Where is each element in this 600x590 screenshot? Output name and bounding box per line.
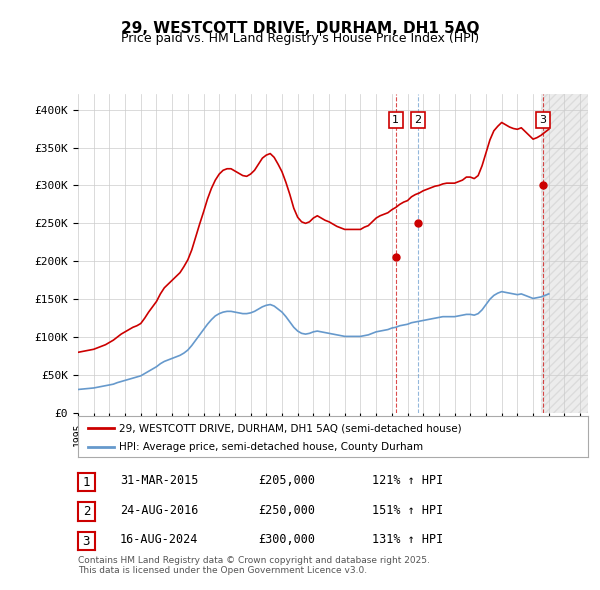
Text: 1: 1: [83, 476, 90, 489]
Text: 2: 2: [83, 505, 90, 518]
Text: 121% ↑ HPI: 121% ↑ HPI: [372, 474, 443, 487]
Text: £300,000: £300,000: [258, 533, 315, 546]
Text: Contains HM Land Registry data © Crown copyright and database right 2025.
This d: Contains HM Land Registry data © Crown c…: [78, 556, 430, 575]
Text: 3: 3: [83, 535, 90, 548]
Text: 31-MAR-2015: 31-MAR-2015: [120, 474, 199, 487]
Text: 131% ↑ HPI: 131% ↑ HPI: [372, 533, 443, 546]
Text: 2: 2: [414, 115, 421, 125]
Text: Price paid vs. HM Land Registry's House Price Index (HPI): Price paid vs. HM Land Registry's House …: [121, 32, 479, 45]
Text: £205,000: £205,000: [258, 474, 315, 487]
Text: 151% ↑ HPI: 151% ↑ HPI: [372, 504, 443, 517]
Text: 1: 1: [392, 115, 399, 125]
Text: £250,000: £250,000: [258, 504, 315, 517]
Text: 3: 3: [539, 115, 547, 125]
Text: 29, WESTCOTT DRIVE, DURHAM, DH1 5AQ (semi-detached house): 29, WESTCOTT DRIVE, DURHAM, DH1 5AQ (sem…: [119, 424, 461, 433]
Bar: [541, 94, 588, 413]
Text: 16-AUG-2024: 16-AUG-2024: [120, 533, 199, 546]
Text: 29, WESTCOTT DRIVE, DURHAM, DH1 5AQ: 29, WESTCOTT DRIVE, DURHAM, DH1 5AQ: [121, 21, 479, 35]
Text: HPI: Average price, semi-detached house, County Durham: HPI: Average price, semi-detached house,…: [119, 442, 423, 452]
Text: 24-AUG-2016: 24-AUG-2016: [120, 504, 199, 517]
